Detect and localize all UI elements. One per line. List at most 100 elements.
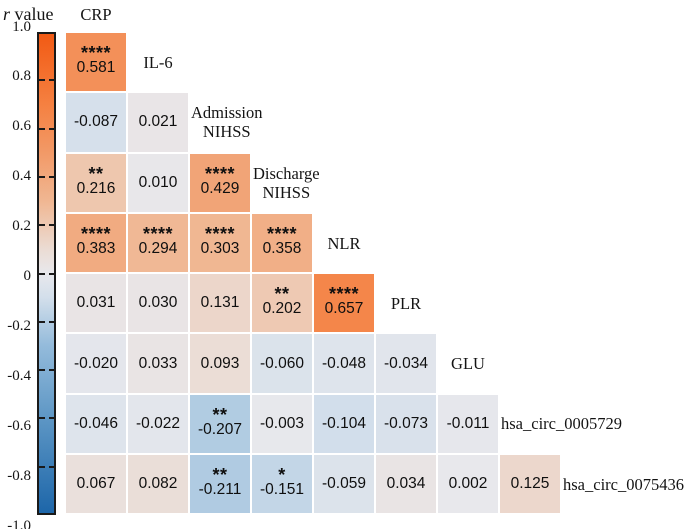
matrix-cell: **** 0.294: [128, 213, 188, 273]
significance-stars: ****: [204, 163, 236, 184]
colorbar-tick-mark: [39, 175, 45, 178]
matrix-cell: ** 0.216: [66, 153, 126, 212]
colorbar-tick-mark: [39, 369, 45, 372]
significance-stars: **: [88, 163, 104, 184]
matrix-cell: **** 0.358: [252, 213, 312, 273]
matrix-cell: 0.033: [128, 334, 188, 393]
colorbar-tick-mark: [48, 127, 55, 130]
correlation-value: 0.294: [138, 240, 178, 258]
correlation-value: 0.030: [138, 294, 178, 312]
colorbar-tick-label: 1.0: [12, 18, 31, 35]
matrix-cell: 0.010: [128, 153, 188, 212]
correlation-value: 0.093: [200, 354, 240, 372]
matrix-cell: ** -0.211: [190, 455, 250, 514]
matrix-cell: -0.048: [314, 334, 374, 393]
correlation-value: -0.022: [136, 414, 180, 432]
colorbar-tick-label: -0.2: [7, 317, 31, 334]
colorbar-tick-label: 0.2: [12, 218, 31, 235]
colorbar-tick-mark: [48, 79, 55, 82]
colorbar-title-r: r: [3, 4, 11, 24]
significance-stars: ****: [204, 224, 236, 245]
correlation-value: -0.059: [322, 475, 366, 493]
colorbar-tick-label: -0.6: [7, 417, 31, 434]
correlation-value: 0.131: [200, 294, 240, 312]
matrix-cell: -0.059: [314, 455, 374, 514]
colorbar-tick-label: 0: [23, 268, 32, 284]
colorbar-tick-mark: [48, 465, 55, 468]
matrix-cell: -0.087: [66, 93, 126, 152]
matrix-cell: 0.082: [128, 455, 188, 514]
significance-stars: ****: [80, 224, 112, 245]
colorbar-tick-label: -0.4: [7, 367, 31, 384]
colorbar-tick-mark: [48, 320, 55, 323]
matrix-cell: **** 0.657: [314, 274, 374, 333]
significance-stars: ****: [266, 224, 298, 245]
matrix-cell: -0.073: [376, 394, 436, 454]
correlation-value: 0.033: [138, 354, 178, 372]
significance-stars: ****: [142, 224, 174, 245]
colorbar-gradient: [37, 32, 56, 515]
correlation-value: -0.003: [260, 414, 304, 432]
correlation-value: 0.031: [76, 294, 116, 312]
colorbar-tick-label: 0.4: [12, 168, 31, 185]
correlation-value: 0.010: [138, 173, 178, 191]
colorbar-tick-mark: [39, 79, 45, 82]
matrix-cell: 0.002: [438, 455, 498, 514]
correlation-value: 0.067: [76, 475, 116, 493]
matrix-cell: 0.034: [376, 455, 436, 514]
matrix-cell: -0.060: [252, 334, 312, 393]
correlation-value: -0.046: [74, 414, 118, 432]
matrix-cell: * -0.151: [252, 455, 312, 514]
diagonal-label-line: Admission: [191, 103, 263, 123]
colorbar-tick-mark: [48, 224, 55, 227]
diagonal-label-hsa-circ-0005729: hsa_circ_0005729: [500, 395, 622, 453]
significance-stars: **: [274, 284, 290, 305]
diagonal-label-line: NIHSS: [202, 122, 251, 142]
correlation-value: 0.021: [138, 113, 178, 131]
diagonal-label-hsa-circ-0075436: hsa_circ_0075436: [562, 455, 684, 513]
colorbar-tick-mark: [39, 127, 45, 130]
diagonal-label-discharge-nihss: Discharge NIHSS: [252, 154, 320, 212]
significance-stars: **: [212, 404, 228, 425]
colorbar-tick-label: 0.8: [12, 68, 31, 85]
correlation-value: 0.216: [76, 179, 116, 197]
matrix-cell: 0.021: [128, 93, 188, 152]
diagonal-label-line: PLR: [390, 293, 422, 313]
correlation-value: -0.060: [260, 354, 304, 372]
correlation-value: 0.581: [76, 59, 116, 77]
diagonal-label-line: Discharge: [253, 163, 320, 183]
correlation-value: 0.125: [510, 475, 550, 493]
colorbar-tick-mark: [39, 224, 45, 227]
matrix-cell: 0.067: [66, 455, 126, 514]
diagonal-label-plr: PLR: [376, 274, 436, 332]
diagonal-label-line: hsa_circ_0075436: [563, 474, 684, 494]
correlation-value: 0.383: [76, 240, 116, 258]
correlation-value: 0.002: [448, 475, 488, 493]
correlation-value: -0.087: [74, 113, 118, 131]
correlation-value: -0.073: [384, 414, 428, 432]
diagonal-label-admission-nihss: Admission NIHSS: [190, 93, 263, 151]
matrix-cell: **** 0.581: [66, 33, 126, 92]
matrix-cell: -0.046: [66, 394, 126, 454]
diagonal-label-line: NIHSS: [262, 182, 311, 202]
colorbar-tick-label: -0.8: [7, 467, 31, 484]
colorbar-tick-mark: [39, 417, 45, 420]
diagonal-label-nlr: NLR: [314, 214, 374, 272]
correlation-value: 0.358: [262, 240, 302, 258]
colorbar-tick-mark: [39, 272, 45, 275]
correlation-matrix: **** 0.581 IL-6 -0.087 0.021 Admission NIHSS **…: [66, 33, 684, 514]
significance-stars: **: [212, 465, 228, 486]
matrix-cell: **** 0.383: [66, 213, 126, 273]
diagonal-label-crp: CRP: [80, 5, 112, 24]
correlation-value: -0.211: [198, 481, 242, 499]
significance-stars: ****: [80, 43, 112, 64]
correlation-value: 0.657: [324, 300, 364, 318]
matrix-cell: **** 0.303: [190, 213, 250, 273]
correlation-value: -0.034: [384, 354, 428, 372]
colorbar-tick-mark: [48, 369, 55, 372]
colorbar-title: r value: [3, 4, 54, 25]
matrix-cell: ** 0.202: [252, 274, 312, 333]
matrix-cell: ** -0.207: [190, 394, 250, 454]
matrix-cell: -0.034: [376, 334, 436, 393]
